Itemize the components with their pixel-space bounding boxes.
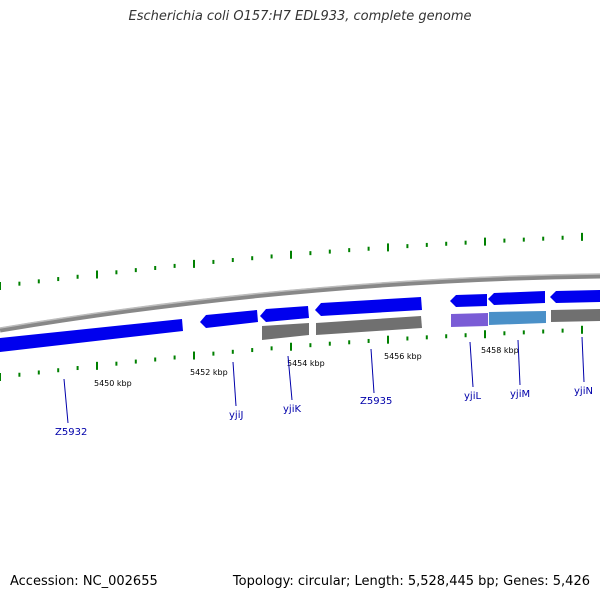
leader-yjim — [517, 339, 521, 386]
leader-yjij — [232, 361, 237, 407]
gene-label-yjik[interactable]: yjiK — [283, 404, 301, 415]
gene-arrow-yjil[interactable] — [450, 294, 487, 307]
gene-label-z5932[interactable]: Z5932 — [55, 427, 87, 438]
gene-arrow-yjin[interactable] — [550, 290, 600, 303]
gene-label-yjil[interactable]: yjiL — [464, 391, 481, 402]
gene-labels: Z5932 yjiJ yjiK Z5935 yjiL yjiM yjiN — [55, 386, 593, 438]
map-title: Escherichia coli O157:H7 EDL933, complet… — [128, 9, 472, 24]
scale-label-5456: 5456 kbp — [384, 352, 422, 361]
genome-backbone-highlight — [0, 273, 600, 329]
scale-label-5452: 5452 kbp — [190, 368, 228, 377]
leader-yjik — [287, 355, 293, 401]
inner-tick-ring — [0, 325, 583, 381]
scale-labels: 5450 kbp 5452 kbp 5454 kbp 5456 kbp 5458… — [94, 346, 519, 388]
reverse-gene-arrow-3[interactable] — [551, 309, 600, 322]
scale-label-5458: 5458 kbp — [481, 346, 519, 355]
reverse-strand-genes — [262, 309, 600, 340]
reverse-gene-arrow-blue[interactable] — [489, 311, 546, 325]
genome-backbone — [0, 273, 600, 333]
reverse-gene-arrow-1[interactable] — [262, 323, 309, 340]
gene-arrow-yjij[interactable] — [200, 310, 258, 328]
gene-arrow-yjik[interactable] — [260, 306, 309, 322]
gene-label-leaders — [63, 336, 585, 424]
gene-label-yjin[interactable]: yjiN — [574, 386, 593, 397]
scale-label-5454: 5454 kbp — [287, 359, 325, 368]
reverse-gene-arrow-purple[interactable] — [451, 313, 488, 327]
reverse-gene-arrow-2[interactable] — [316, 316, 422, 335]
leader-z5932 — [63, 378, 69, 424]
genome-stats-label: Topology: circular; Length: 5,528,445 bp… — [232, 574, 590, 589]
leader-yjin — [581, 336, 585, 383]
forward-strand-genes — [0, 290, 600, 352]
gene-label-yjij[interactable]: yjiJ — [229, 410, 243, 421]
gene-label-z5935[interactable]: Z5935 — [360, 396, 392, 407]
leader-z5935 — [370, 348, 375, 394]
gene-arrow-z5932[interactable] — [0, 319, 183, 352]
outer-tick-ring — [0, 232, 583, 290]
leader-yjil — [469, 341, 474, 388]
gene-arrow-yjim[interactable] — [488, 291, 545, 305]
gene-arrow-z5935[interactable] — [315, 297, 422, 316]
accession-label: Accession: NC_002655 — [10, 574, 158, 589]
gene-label-yjim[interactable]: yjiM — [510, 389, 530, 400]
scale-label-5450: 5450 kbp — [94, 379, 132, 388]
